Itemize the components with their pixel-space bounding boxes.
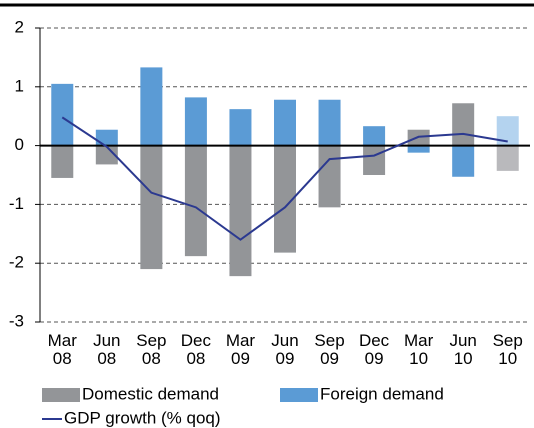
bar — [452, 145, 475, 177]
x-tick-label: Jun 09 — [271, 331, 299, 368]
bar — [140, 145, 163, 270]
x-tick-label: Mar 09 — [225, 331, 256, 368]
y-tick-label: -2 — [9, 253, 24, 272]
bar — [95, 145, 118, 165]
bar — [140, 67, 163, 146]
bar — [184, 97, 207, 146]
x-tick-label: Mar 10 — [403, 331, 434, 368]
bar — [363, 126, 386, 146]
bar — [274, 145, 296, 253]
bar — [496, 116, 519, 146]
bar — [51, 145, 74, 178]
bar — [407, 145, 430, 153]
legend-swatch — [42, 388, 80, 402]
x-tick-label: Jun 08 — [93, 331, 121, 368]
legend-label: Domestic demand — [82, 384, 219, 403]
x-tick-label: Sep 10 — [492, 331, 523, 368]
y-tick-label: -3 — [9, 311, 24, 330]
bar — [318, 145, 341, 208]
bar — [229, 109, 252, 146]
bar — [274, 99, 296, 146]
bar — [452, 103, 475, 146]
legend-label: GDP growth (% qoq) — [64, 408, 221, 427]
x-tick-label: Jun 10 — [449, 331, 477, 368]
x-tick-label: Mar 08 — [47, 331, 77, 368]
bar — [496, 145, 519, 171]
bar — [51, 83, 74, 146]
x-tick-label: Dec 09 — [358, 331, 390, 368]
line — [61, 116, 508, 241]
x-tick-label: Sep 09 — [314, 331, 345, 368]
bar — [363, 145, 386, 175]
y-tick-label: -1 — [9, 194, 24, 213]
x-tick-label: Dec 08 — [180, 331, 212, 368]
bar — [184, 145, 207, 257]
bar — [229, 145, 252, 277]
y-tick-label: 0 — [15, 135, 24, 154]
y-tick-label: 1 — [15, 76, 24, 95]
legend-swatch — [280, 388, 318, 402]
bar — [95, 129, 118, 146]
x-tick-label: Sep 08 — [136, 331, 167, 368]
y-tick-label: 2 — [15, 17, 24, 36]
bar — [318, 99, 341, 146]
legend-label: Foreign demand — [320, 384, 444, 403]
